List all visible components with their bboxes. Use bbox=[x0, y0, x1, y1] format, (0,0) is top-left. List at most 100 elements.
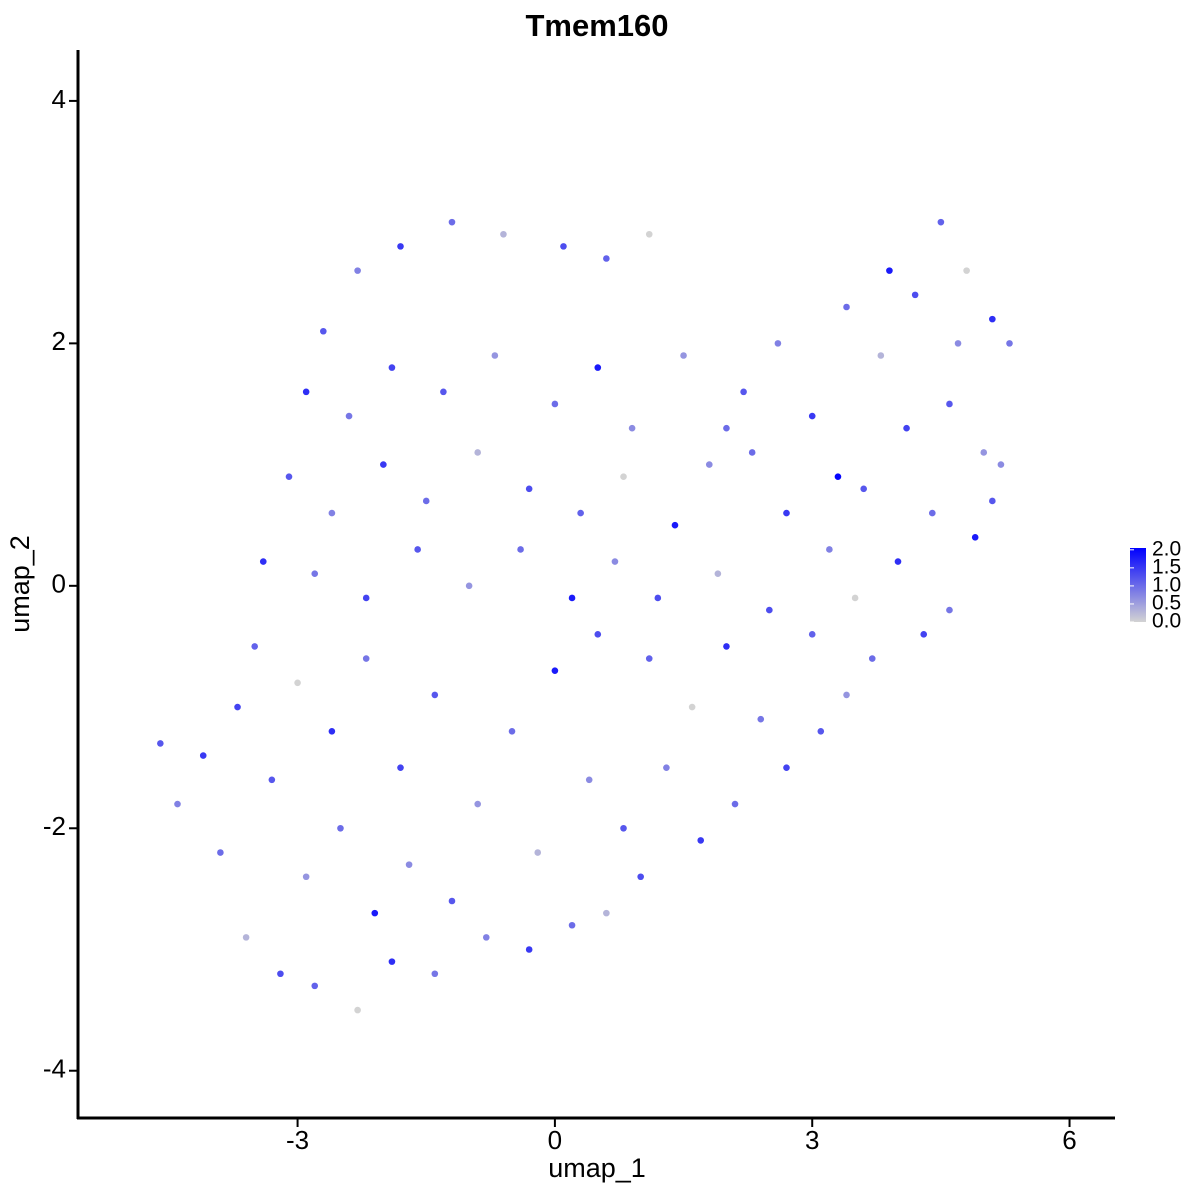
point bbox=[611, 558, 619, 565]
point bbox=[157, 740, 164, 747]
point bbox=[654, 594, 662, 602]
point bbox=[980, 449, 988, 456]
x-tick-label: 3 bbox=[805, 1125, 819, 1155]
point bbox=[783, 509, 790, 517]
chart-title: Tmem160 bbox=[525, 8, 668, 43]
point bbox=[482, 934, 490, 941]
x-axis-label: umap_1 bbox=[548, 1153, 646, 1183]
point bbox=[894, 558, 902, 565]
point bbox=[320, 327, 327, 335]
point bbox=[783, 764, 790, 771]
point bbox=[362, 655, 370, 662]
point bbox=[817, 727, 825, 735]
point bbox=[637, 873, 644, 881]
point bbox=[688, 703, 696, 711]
point bbox=[199, 752, 207, 759]
point bbox=[491, 352, 499, 359]
y-tick-label: 0 bbox=[52, 569, 66, 599]
point bbox=[723, 643, 730, 650]
point bbox=[663, 764, 670, 771]
point bbox=[508, 727, 516, 735]
point bbox=[568, 921, 576, 929]
point bbox=[242, 934, 250, 941]
x-tick-label: 6 bbox=[1062, 1125, 1076, 1155]
point bbox=[311, 570, 319, 577]
point bbox=[1006, 340, 1013, 347]
point bbox=[277, 970, 284, 978]
point bbox=[989, 315, 996, 323]
point bbox=[834, 473, 842, 481]
colorbar-tick-label: 1.5 bbox=[1152, 555, 1181, 578]
point bbox=[517, 546, 524, 553]
point bbox=[723, 424, 730, 432]
point bbox=[757, 715, 765, 723]
point bbox=[740, 388, 747, 396]
point bbox=[465, 582, 473, 590]
point bbox=[405, 861, 413, 868]
point bbox=[362, 594, 370, 602]
point bbox=[551, 667, 559, 674]
y-tick-label: -4 bbox=[43, 1054, 66, 1084]
point bbox=[731, 800, 739, 808]
point bbox=[594, 364, 602, 371]
point bbox=[963, 267, 970, 274]
point bbox=[645, 655, 653, 662]
point bbox=[603, 255, 610, 262]
point bbox=[500, 230, 507, 238]
point bbox=[705, 461, 713, 468]
point bbox=[868, 655, 876, 662]
y-tick-label: -2 bbox=[43, 811, 66, 841]
point bbox=[431, 691, 439, 699]
colorbar-tick-label: 2.0 bbox=[1152, 537, 1181, 560]
point bbox=[551, 400, 559, 408]
point bbox=[285, 473, 293, 481]
point bbox=[808, 412, 816, 420]
point bbox=[380, 461, 387, 468]
point bbox=[697, 837, 705, 844]
point bbox=[877, 352, 885, 359]
point bbox=[886, 267, 893, 274]
point bbox=[414, 546, 421, 553]
point bbox=[946, 400, 953, 408]
point bbox=[294, 679, 301, 687]
colorbar-tick-label: 0.0 bbox=[1152, 610, 1181, 633]
point bbox=[388, 958, 396, 965]
point bbox=[440, 388, 447, 396]
point bbox=[397, 243, 404, 250]
point bbox=[954, 340, 962, 347]
point bbox=[354, 1006, 361, 1014]
point bbox=[628, 424, 636, 432]
point bbox=[851, 594, 859, 602]
point bbox=[748, 449, 756, 456]
point bbox=[525, 946, 533, 953]
point bbox=[431, 970, 439, 978]
point bbox=[645, 230, 653, 238]
point bbox=[174, 800, 181, 808]
point bbox=[560, 243, 567, 250]
point bbox=[328, 509, 336, 517]
point bbox=[448, 218, 456, 226]
point bbox=[774, 340, 782, 347]
point bbox=[268, 776, 276, 784]
point bbox=[860, 485, 867, 493]
point bbox=[671, 521, 679, 529]
point bbox=[534, 849, 542, 856]
point bbox=[603, 909, 610, 917]
point bbox=[714, 570, 722, 577]
point bbox=[903, 424, 910, 432]
point bbox=[577, 509, 584, 517]
point bbox=[259, 558, 267, 565]
point bbox=[337, 824, 344, 832]
point bbox=[620, 824, 627, 832]
point bbox=[568, 594, 576, 602]
point bbox=[911, 291, 919, 299]
point bbox=[997, 461, 1005, 468]
x-tick-label: 0 bbox=[548, 1125, 562, 1155]
point bbox=[422, 497, 430, 505]
colorbar bbox=[1130, 548, 1146, 622]
point bbox=[766, 606, 773, 614]
point bbox=[217, 849, 224, 856]
point bbox=[929, 509, 936, 517]
y-tick-label: 4 bbox=[52, 84, 66, 114]
